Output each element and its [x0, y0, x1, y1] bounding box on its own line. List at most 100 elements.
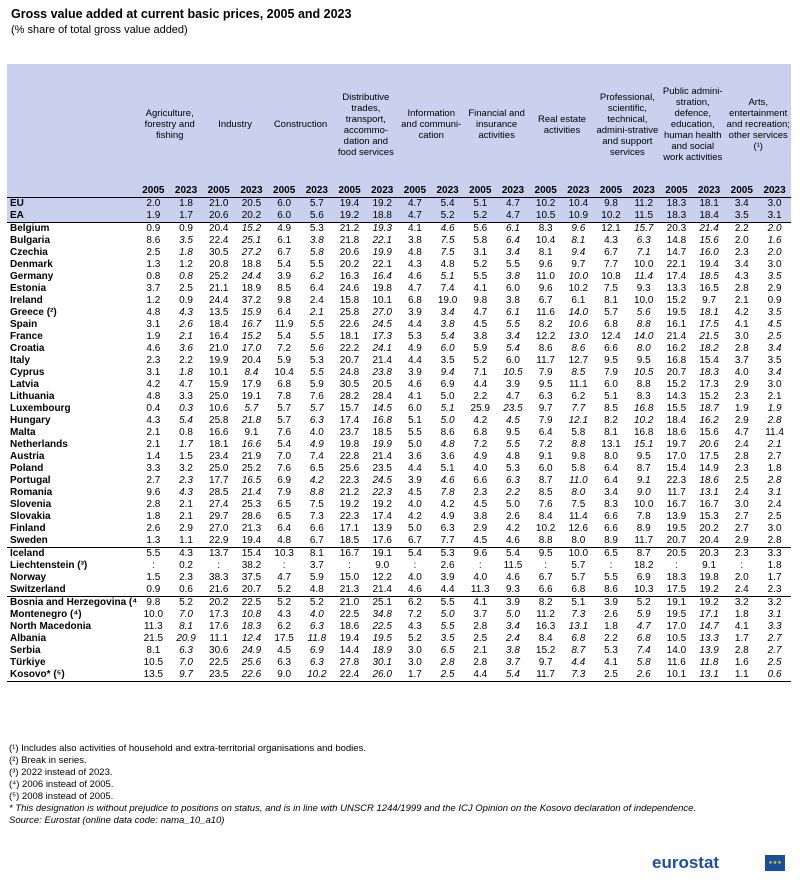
value-cell: 4.0: [309, 427, 324, 438]
value-cell: 2.4: [767, 499, 782, 510]
value-cell: 3.1: [473, 247, 488, 258]
value-cell: 7.5: [440, 235, 455, 246]
value-cell: 10.5: [633, 367, 654, 378]
value-cell: 14.7: [699, 621, 719, 632]
value-cell: 11.3: [143, 621, 163, 632]
value-cell: 6.5: [277, 499, 292, 510]
value-cell: 4.9: [473, 451, 488, 462]
value-cell: 0.6: [758, 669, 791, 682]
column-header: Professional, scientific, technical, adm…: [594, 64, 661, 185]
value-cell: 23.4: [209, 451, 229, 462]
value-cell: 1.2: [146, 295, 161, 306]
value-cell: 18.2: [633, 560, 654, 571]
year-label: 2005: [333, 185, 366, 198]
value-cell: 5.0: [407, 523, 422, 534]
value-cell: 3.4: [767, 343, 782, 354]
value-cell: 1.1: [725, 669, 759, 682]
value-cell: 9.1: [244, 427, 259, 438]
value-cell: 29.7: [209, 511, 229, 522]
value-cell: 3.8: [473, 331, 488, 342]
value-cell: 23.5: [503, 403, 523, 414]
value-cell: 25.6: [339, 463, 360, 474]
value-cell: 7.2: [538, 439, 553, 450]
country-label: North Macedonia: [10, 621, 92, 632]
table-row: Spain 3.1 2.6 18.4 16.7 11.9 5.5 22.6 24.5 4.4 3.8…: [7, 319, 791, 331]
value-cell: 11.1: [568, 379, 588, 390]
value-cell: 12.6: [568, 523, 589, 534]
value-cell: 5.9: [636, 609, 651, 620]
value-cell: 11.7: [627, 535, 661, 548]
value-cell: 5.4: [496, 669, 530, 682]
value-cell: 10.5: [143, 657, 164, 668]
value-cell: 28.6: [241, 511, 262, 522]
value-cell: 10.1: [372, 295, 392, 306]
value-cell: 8.6: [571, 343, 586, 354]
value-cell: 3.5: [767, 307, 782, 318]
header-country: [7, 64, 138, 185]
value-cell: 19.0: [437, 295, 458, 306]
country-label: Hungary: [10, 415, 51, 426]
table-row: Czechia 2.5 1.8 30.5 27.2 6.7 5.8 20.6 19.9 4.8 7.…: [7, 247, 791, 259]
country-label: Montenegro (⁴): [10, 609, 82, 620]
value-cell: 2.3: [734, 548, 749, 559]
value-cell: 2.0: [767, 247, 782, 258]
value-cell: 2.6: [506, 511, 520, 522]
value-cell: 6.1: [571, 295, 586, 306]
value-cell: 12.4: [241, 633, 262, 644]
value-cell: 2.6: [179, 319, 193, 330]
value-cell: 1.5: [146, 572, 161, 583]
value-cell: 15.7: [633, 223, 654, 234]
value-cell: 11.4: [765, 427, 784, 438]
value-cell: 4.4: [473, 379, 488, 390]
value-cell: 3.6: [407, 451, 422, 462]
value-cell: 2.5: [734, 475, 749, 486]
value-cell: 18.5: [372, 427, 392, 438]
value-cell: :: [675, 560, 678, 571]
country-label: Cyprus: [10, 367, 45, 378]
value-cell: 19.4: [235, 535, 268, 548]
value-cell: 24.1: [372, 343, 392, 354]
column-header: Financial and insurance activities: [463, 64, 530, 185]
value-cell: 10.0: [568, 548, 589, 559]
value-cell: 2.3: [734, 391, 749, 402]
value-cell: 21.0: [209, 343, 229, 354]
value-cell: 6.3: [179, 645, 193, 656]
value-cell: 3.4: [604, 487, 618, 498]
value-cell: 17.3: [372, 331, 392, 342]
value-cell: 25.1: [241, 235, 262, 246]
value-cell: 22.2: [339, 343, 360, 354]
value-cell: 3.9: [277, 271, 292, 282]
value-cell: 34.8: [372, 609, 392, 620]
value-cell: 11.5: [627, 210, 661, 223]
table-row: EA 1.9 1.7 20.6 20.2 6.0 5.6 19.2 18.8 4.7 5.2 5.2 4…: [7, 210, 791, 223]
value-cell: 3.8: [407, 235, 422, 246]
value-cell: 4.5: [407, 487, 422, 498]
value-cell: 5.3: [440, 548, 455, 559]
value-cell: 2.5: [431, 669, 464, 682]
value-cell: 4.7: [734, 427, 749, 438]
year-header-blank: [7, 185, 138, 198]
value-cell: 18.5: [333, 535, 366, 548]
value-cell: 7.2: [277, 343, 292, 354]
value-cell: 4.8: [407, 247, 422, 258]
value-cell: 5.5: [506, 319, 520, 330]
value-cell: 30.5: [339, 379, 360, 390]
value-cell: 18.5: [699, 271, 719, 282]
value-cell: 4.2: [506, 523, 520, 534]
value-cell: 20.5: [372, 379, 392, 390]
value-cell: 25.3: [241, 499, 262, 510]
value-cell: 21.4: [372, 451, 392, 462]
value-cell: 5.5: [309, 319, 324, 330]
year-label: 2023: [627, 185, 661, 198]
value-cell: 15.9: [209, 379, 229, 390]
value-cell: 25.1: [372, 597, 392, 608]
value-cell: 2.9: [734, 379, 749, 390]
value-cell: 4.9: [440, 511, 455, 522]
value-cell: 2.8: [146, 499, 161, 510]
value-cell: 5.7: [300, 197, 334, 210]
value-cell: 7.5: [571, 499, 586, 510]
value-cell: 3.7: [473, 609, 488, 620]
value-cell: 12.4: [601, 331, 621, 342]
footnote-3: (³) 2022 instead of 2023.: [9, 767, 113, 778]
table-row: Poland 3.3 3.2 25.0 25.2 7.6 6.5 25.6 23.5 4.4 5.1…: [7, 463, 791, 475]
